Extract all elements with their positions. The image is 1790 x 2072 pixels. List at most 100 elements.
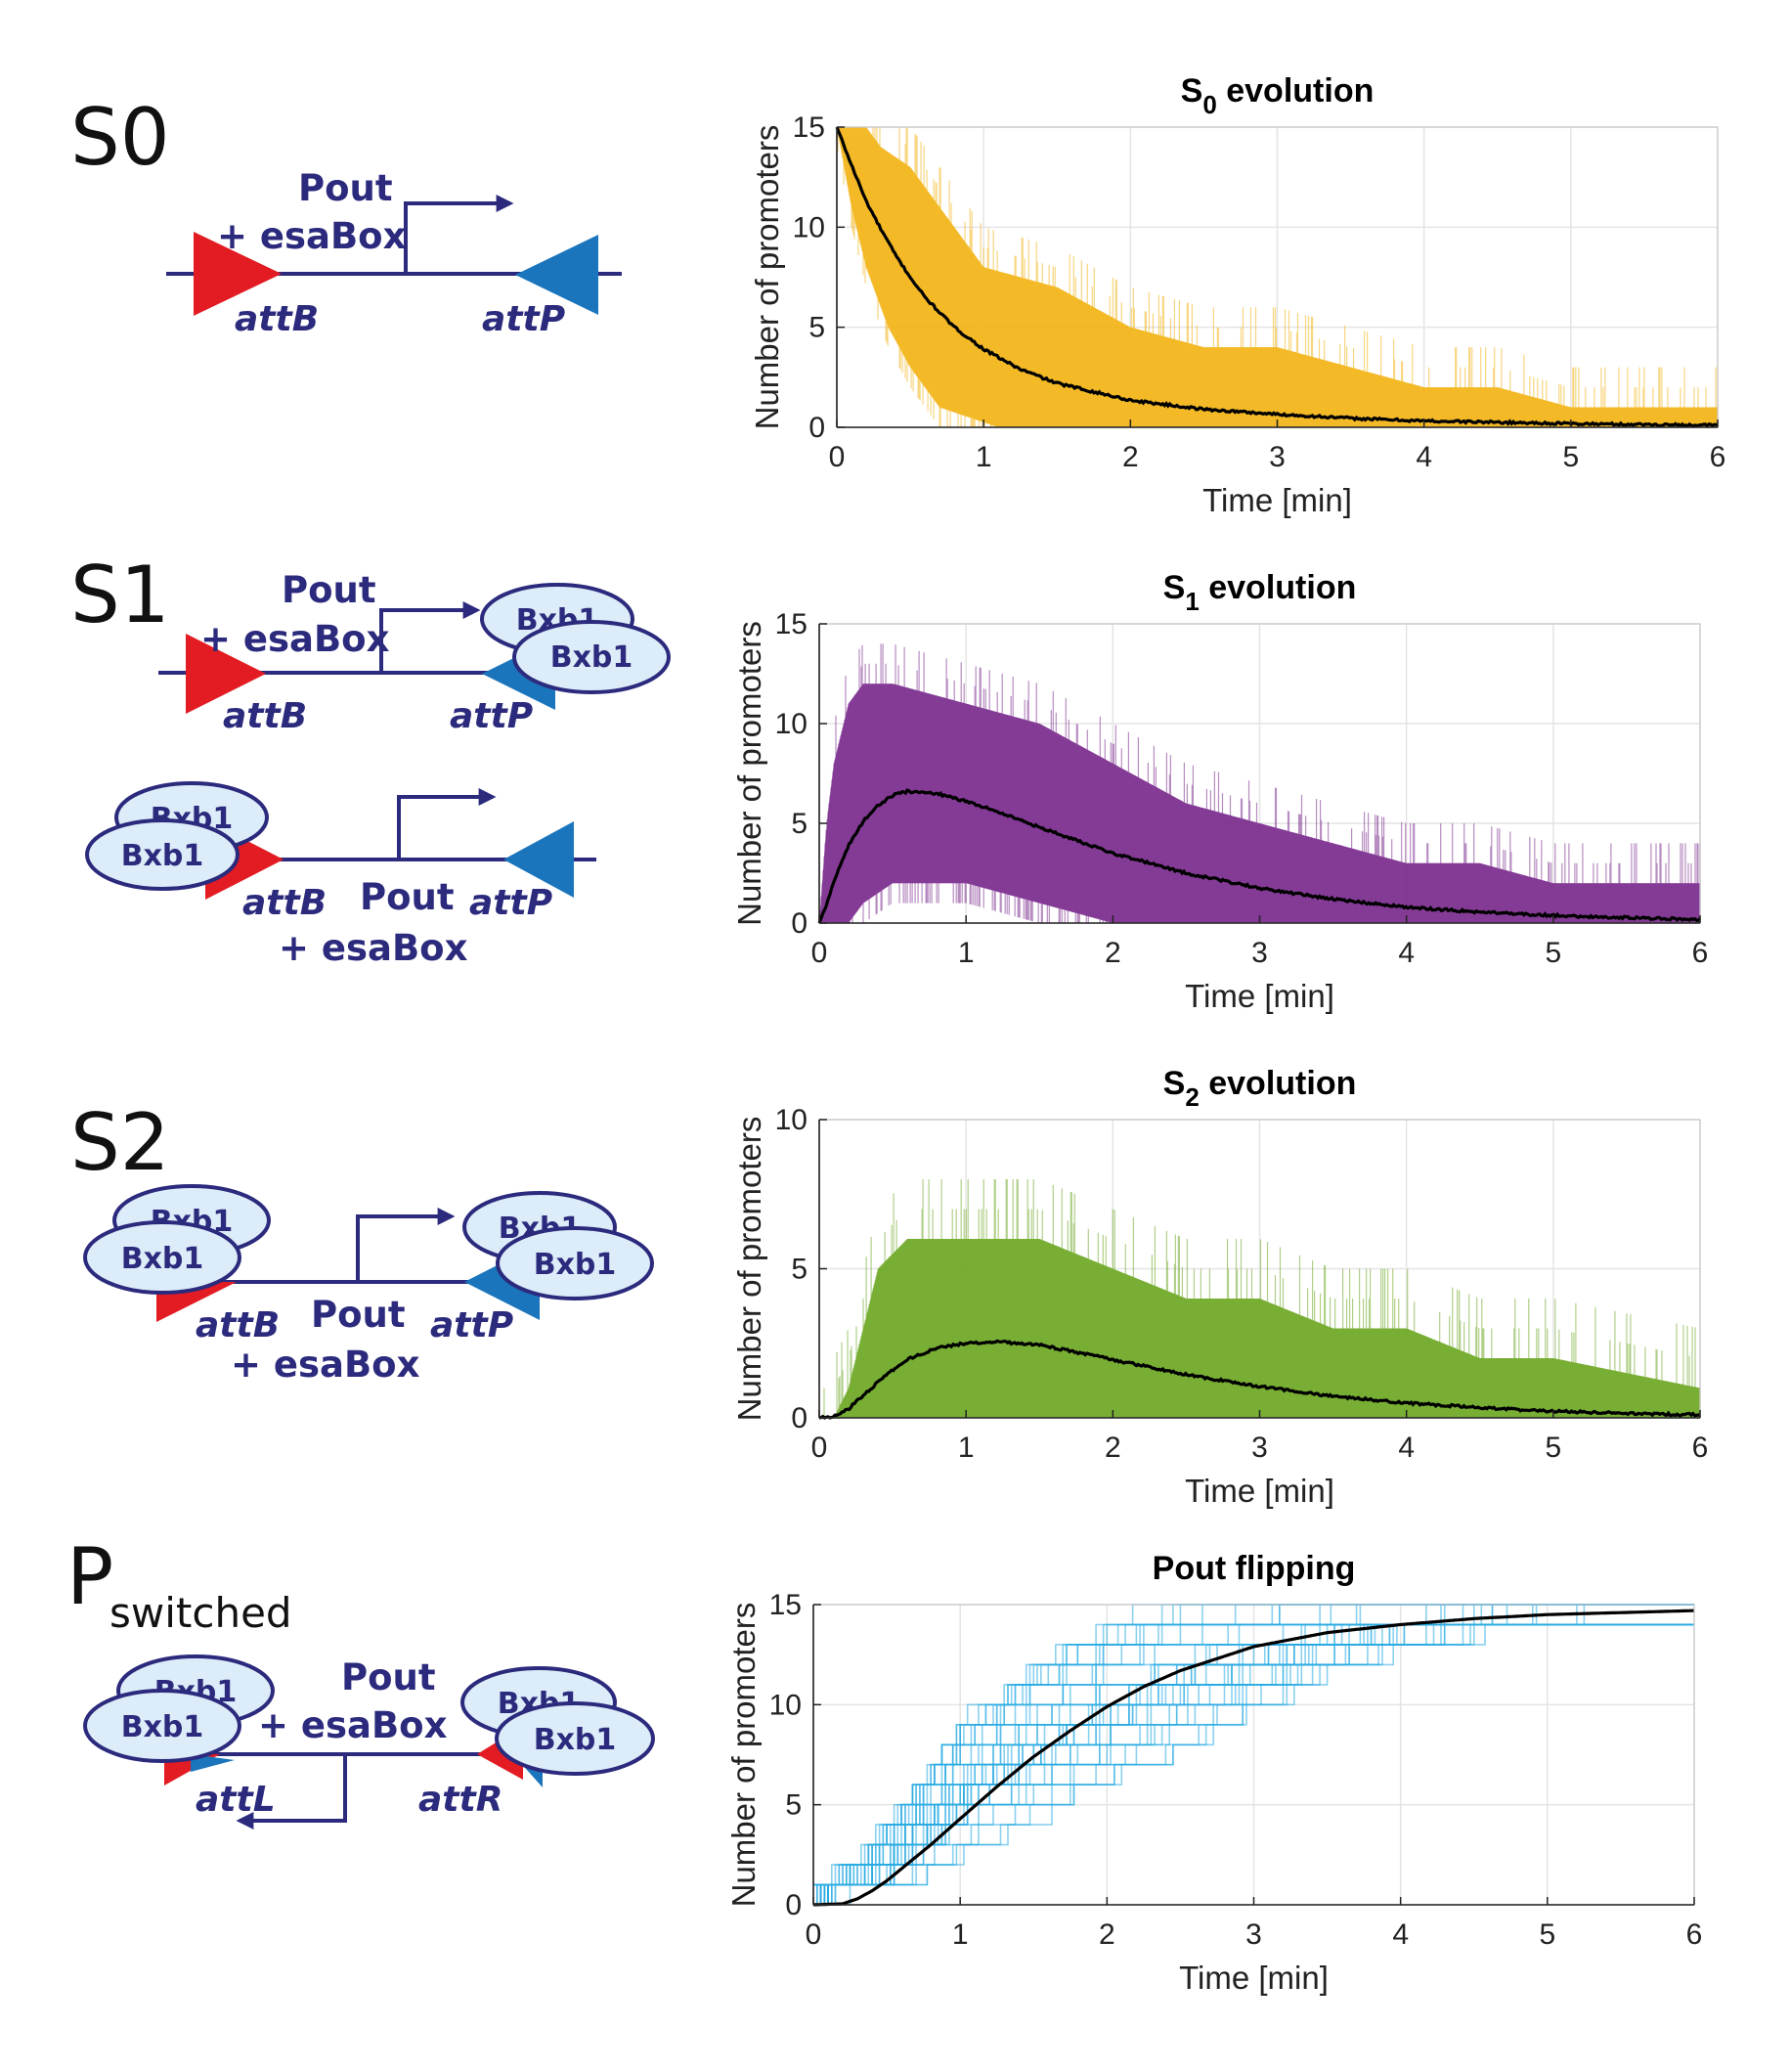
svg-text:Bxb1: Bxb1 [121, 1710, 204, 1744]
esabox-label: + esaBox [200, 618, 390, 660]
svg-text:Bxb1: Bxb1 [121, 1242, 204, 1276]
y-tick-label: 0 [791, 907, 808, 940]
right-site-label: attP [469, 883, 552, 923]
esabox-label: + esaBox [217, 215, 407, 257]
x-axis-label: Time [min] [1179, 1960, 1329, 1996]
x-tick-label: 6 [1692, 1432, 1709, 1464]
x-tick-label: 2 [1105, 1432, 1121, 1464]
mean-trajectory-line [812, 1609, 1695, 1907]
promoter-arrow-icon [397, 788, 497, 860]
x-tick-label: 3 [1251, 937, 1268, 969]
diagram-pswitched: P switched Bxb1 Bxb1 Bxb1 Bxb1 Pout + es… [66, 1531, 655, 1830]
bxb1-protein: Bxb1 [85, 818, 240, 891]
y-tick-label: 5 [785, 1789, 802, 1822]
left-site-label: attB [223, 696, 307, 736]
attp-site-triangle [503, 821, 574, 898]
x-tick-label: 1 [952, 1918, 969, 1951]
y-tick-label: 5 [791, 1254, 808, 1286]
attp-site-triangle [515, 235, 598, 315]
right-site-label: attP [450, 696, 533, 736]
right-site-label: attR [418, 1780, 502, 1820]
state-label-s0: S0 [70, 92, 170, 183]
x-tick-label: 4 [1392, 1918, 1409, 1951]
left-site-label: attB [235, 299, 319, 339]
x-tick-label: 0 [811, 937, 828, 969]
x-tick-label: 4 [1416, 441, 1432, 473]
state-label-s1: S1 [70, 550, 170, 640]
svg-text:Bxb1: Bxb1 [534, 1723, 617, 1757]
esabox-label: + esaBox [258, 1704, 448, 1746]
attb-site-triangle [186, 634, 266, 714]
x-tick-label: 4 [1398, 937, 1415, 969]
x-tick-label: 5 [1545, 1432, 1561, 1464]
x-tick-label: 5 [1562, 441, 1579, 473]
state-label-subscript: switched [109, 1589, 292, 1637]
attb-site-triangle [194, 232, 282, 316]
x-tick-label: 3 [1251, 1432, 1268, 1464]
x-tick-label: 0 [829, 441, 846, 473]
promoter-label: Pout [360, 876, 455, 918]
attl-site-triangle-blue [191, 1754, 235, 1772]
x-tick-label: 3 [1269, 441, 1286, 473]
y-tick-label: 10 [769, 1689, 802, 1721]
diagram-s2: S2 Bxb1 Bxb1 Bxb1 Bxb1 attB Pout attP + … [70, 1097, 654, 1386]
x-tick-label: 1 [976, 441, 992, 473]
x-tick-label: 5 [1545, 937, 1561, 969]
diagram-s1: S1 Pout + esaBox attB attP Bxb1 Bxb1 Bxb… [70, 550, 671, 969]
state-label-p: P [66, 1531, 113, 1622]
bxb1-protein: Bxb1 [83, 1689, 241, 1763]
promoter-arrow-icon [379, 601, 481, 673]
promoter-label: Pout [282, 569, 376, 611]
flipped-promoter-arrow-icon [236, 1754, 347, 1830]
y-tick-label: 10 [775, 1104, 808, 1136]
x-axis-label: Time [min] [1202, 482, 1352, 518]
x-axis-label: Time [min] [1185, 1473, 1334, 1509]
state-label-s2: S2 [70, 1097, 170, 1188]
chart-title: Pout flipping [1153, 1550, 1356, 1587]
chart-title: S0 evolution [1181, 72, 1375, 119]
right-site-label: attP [482, 299, 565, 339]
trajectory-band [819, 683, 1700, 923]
promoter-arrow-icon [356, 1208, 456, 1282]
chart-pout-flipping: 0 1 2 3 4 5 6 0 5 10 15 Time [min] Number of promote… [725, 1550, 1702, 1996]
mean-trajectory-line [817, 788, 1702, 924]
svg-text:Bxb1: Bxb1 [534, 1248, 617, 1282]
y-axis-label: Number of promoters [725, 1603, 762, 1908]
y-tick-label: 0 [808, 412, 825, 444]
esabox-label: + esaBox [279, 927, 468, 969]
promoter-label: Pout [298, 167, 393, 209]
chart-s2-evolution: 0 1 2 3 4 5 6 0 5 10 Time [min] Number of promoters… [731, 1065, 1708, 1509]
bxb1-protein: Bxb1 [512, 620, 671, 694]
chart-title: S2 evolution [1163, 1065, 1357, 1112]
diagram-s0: S0 Pout + esaBox attB attP [70, 92, 622, 339]
y-tick-label: 15 [769, 1589, 802, 1621]
x-tick-label: 2 [1099, 1918, 1115, 1951]
y-tick-label: 5 [791, 808, 808, 840]
y-tick-label: 15 [775, 608, 808, 640]
promoter-label: Pout [311, 1294, 406, 1336]
left-site-label: attL [196, 1780, 276, 1820]
y-axis-label: Number of promoters [731, 621, 767, 926]
y-tick-label: 5 [808, 312, 825, 344]
x-tick-label: 6 [1710, 441, 1726, 473]
trajectory-band [819, 1239, 1700, 1418]
svg-text:Bxb1: Bxb1 [550, 640, 633, 675]
x-tick-label: 2 [1122, 441, 1139, 473]
chart-s1-evolution: 0 1 2 3 4 5 6 0 5 10 15 Time [min] Number of promote… [731, 569, 1708, 1014]
right-site-label: attP [430, 1305, 513, 1345]
y-axis-label: Number of promoters [749, 125, 785, 430]
y-tick-label: 0 [791, 1402, 808, 1434]
x-tick-label: 1 [958, 937, 975, 969]
x-tick-label: 2 [1105, 937, 1121, 969]
chart-title: S1 evolution [1163, 569, 1357, 616]
y-tick-label: 10 [775, 708, 808, 740]
x-axis-label: Time [min] [1185, 978, 1334, 1014]
chart-s0-evolution: 0 1 2 3 4 5 6 0 5 10 15 Time [min] Number of promote… [749, 72, 1725, 518]
y-tick-label: 10 [793, 211, 825, 243]
y-tick-label: 15 [793, 111, 825, 144]
x-tick-label: 6 [1686, 1918, 1703, 1951]
x-tick-label: 0 [806, 1918, 822, 1951]
x-tick-label: 0 [811, 1432, 828, 1464]
bxb1-protein: Bxb1 [83, 1220, 241, 1295]
